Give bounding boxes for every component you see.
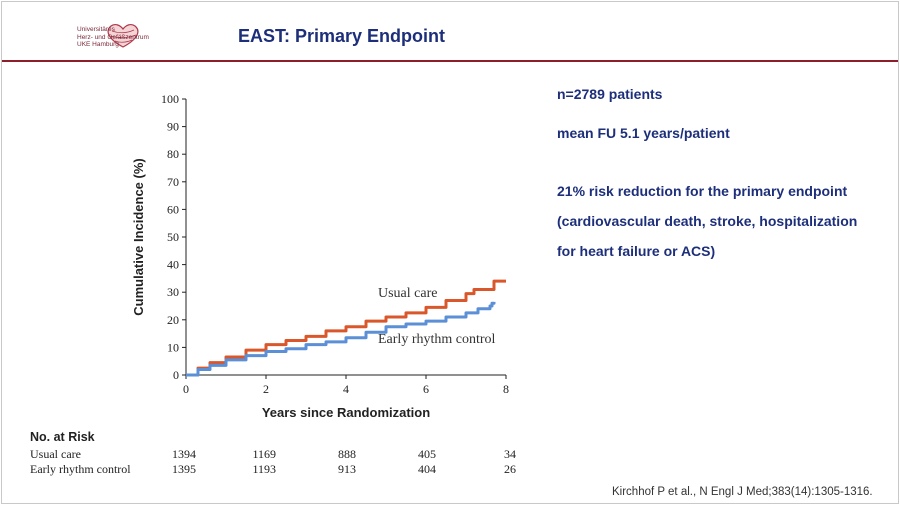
logo-line-3: UKE Hamburg — [77, 41, 119, 48]
at-risk-value: 405 — [418, 447, 436, 461]
heart-logo-icon — [107, 23, 139, 48]
at-risk-value: 26 — [504, 462, 516, 476]
at-risk-value: 1394 — [172, 447, 196, 461]
logo-text: Universitäres Herz- und Gefäßzentrum UKE… — [77, 26, 149, 49]
series-label-usual-care: Usual care — [378, 286, 437, 301]
risk-reduction-text: 21% risk reduction for the primary endpo… — [557, 183, 848, 199]
x-axis-label: Years since Randomization — [262, 405, 430, 420]
at-risk-value: 888 — [338, 447, 356, 461]
at-risk-row-label-early: Early rhythm control — [30, 462, 131, 476]
header-divider — [2, 60, 898, 62]
followup-text: mean FU 5.1 years/patient — [557, 125, 730, 141]
x-tick-label: 0 — [183, 382, 189, 396]
y-tick-label: 30 — [167, 285, 179, 299]
y-tick-label: 40 — [167, 258, 179, 272]
y-tick-label: 60 — [167, 202, 179, 216]
y-axis-label: Cumulative Incidence (%) — [131, 158, 146, 315]
x-tick-label: 4 — [343, 382, 349, 396]
y-tick-label: 10 — [167, 340, 179, 354]
endpoint-line-2: for heart failure or ACS) — [557, 243, 716, 259]
y-tick-label: 100 — [161, 92, 179, 106]
citation: Kirchhof P et al., N Engl J Med;383(14):… — [612, 486, 873, 498]
endpoint-line-1: (cardiovascular death, stroke, hospitali… — [557, 213, 858, 229]
at-risk-row-label-usual: Usual care — [30, 447, 81, 461]
chart-axes: 0 10 20 30 40 50 60 70 80 90 100 0 2 4 6 8 — [161, 92, 509, 396]
at-risk-value: 1169 — [252, 447, 276, 461]
y-tick-label: 80 — [167, 147, 179, 161]
y-tick-label: 70 — [167, 175, 179, 189]
logo-line-2: Herz- und Gefäßzentrum — [77, 33, 149, 41]
at-risk-value: 34 — [504, 447, 516, 461]
series-line-early-rhythm-control — [186, 301, 496, 377]
y-tick-label: 0 — [173, 368, 179, 382]
y-tick-label: 20 — [167, 313, 179, 327]
x-tick-label: 8 — [503, 382, 509, 396]
km-chart: 0 10 20 30 40 50 60 70 80 90 100 0 2 4 6 8 Cumulative I… — [131, 92, 509, 420]
slide-title: EAST: Primary Endpoint — [238, 26, 446, 46]
at-risk-value: 1395 — [172, 462, 196, 476]
patients-text: n=2789 patients — [557, 86, 663, 102]
at-risk-value: 404 — [418, 462, 436, 476]
series-line-usual-care — [186, 279, 506, 377]
x-tick-label: 6 — [423, 382, 429, 396]
at-risk-heading: No. at Risk — [30, 430, 95, 444]
series-label-early-rhythm: Early rhythm control — [378, 332, 496, 347]
at-risk-value: 1193 — [252, 462, 276, 476]
logo-line-1: Universitäres — [77, 26, 115, 33]
y-tick-label: 90 — [167, 120, 179, 134]
at-risk-value: 913 — [338, 462, 356, 476]
x-tick-label: 2 — [263, 382, 269, 396]
y-tick-label: 50 — [167, 230, 179, 244]
chart-series — [186, 279, 506, 377]
